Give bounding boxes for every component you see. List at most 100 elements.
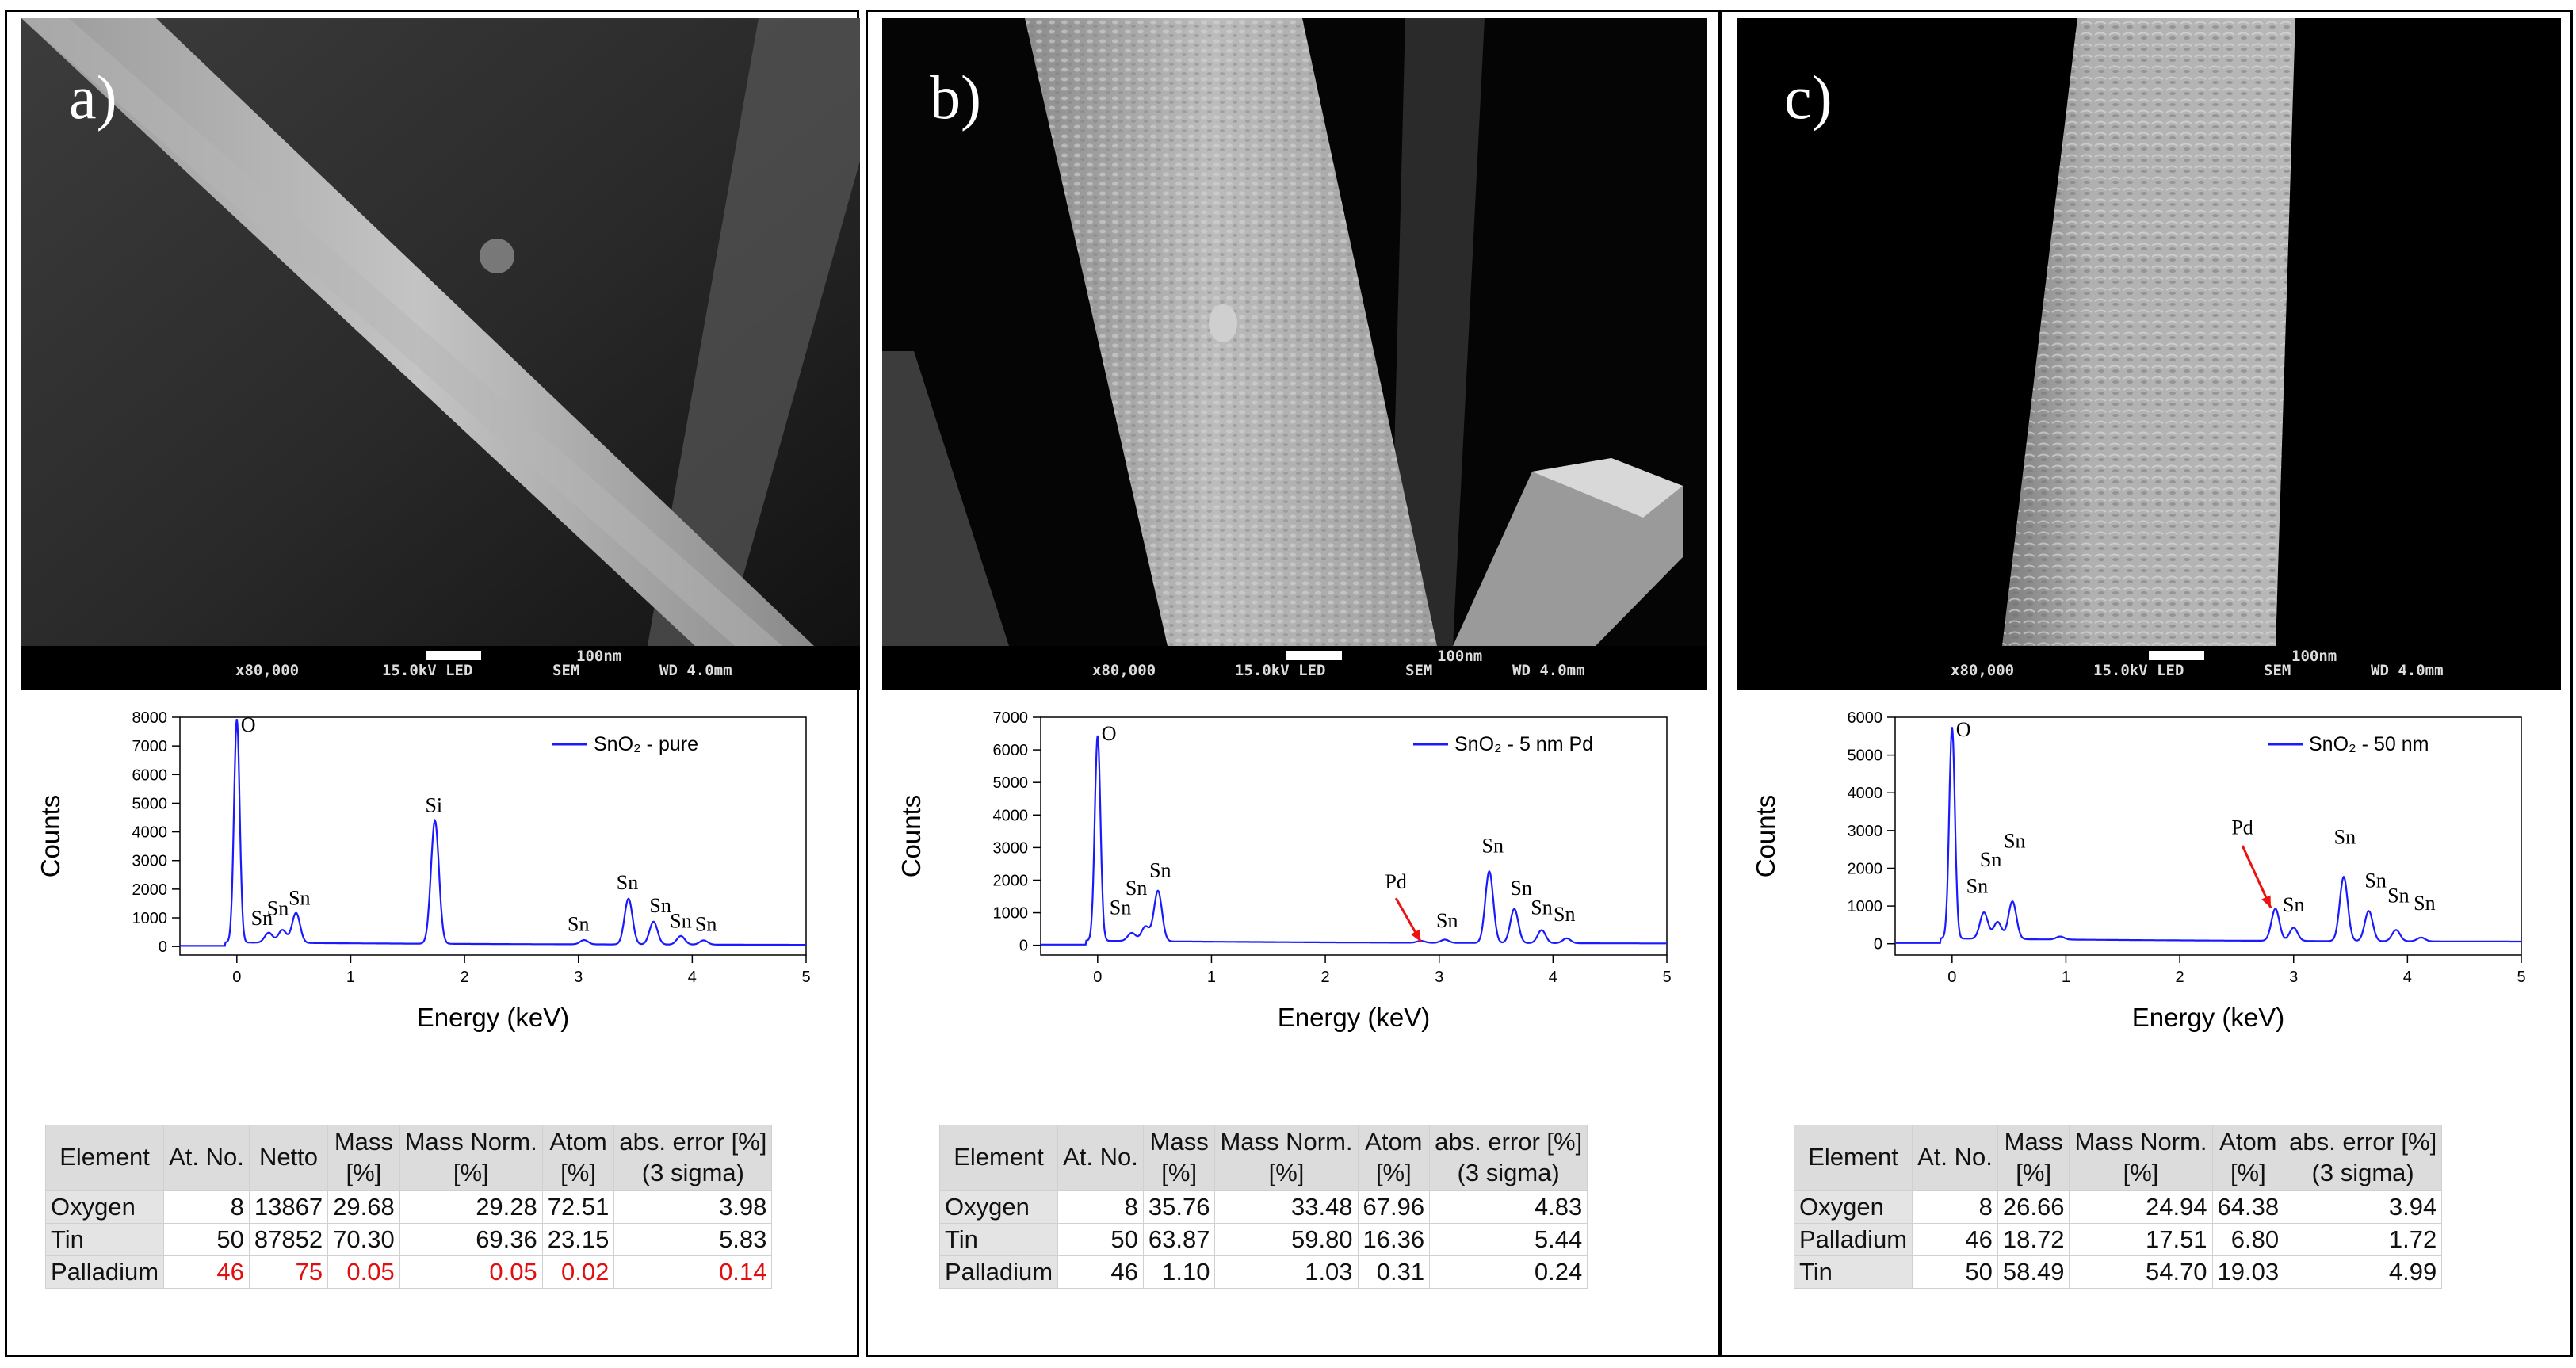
y-tick-label: 6000 (993, 742, 1029, 759)
table-row: Oxygen 8 26.66 24.94 64.38 3.94 (1793, 1190, 2443, 1224)
x-tick-label: 5 (2517, 969, 2525, 986)
plot-frame (1894, 716, 2522, 956)
mode: SEM (2264, 662, 2291, 679)
x-tick-label: 0 (1093, 969, 1102, 986)
axes: 0 1 2 3 4 5 0 1000 2000 3000 4000 5000 6000 Energy (k… (1751, 709, 2526, 1032)
mode: SEM (552, 662, 580, 679)
y-tick-label: 2000 (1848, 860, 1883, 877)
magnification: x80,000 (1951, 662, 2015, 679)
pd-arrow-head (1411, 929, 1421, 942)
column-header: Mass Norm. [%] (2069, 1125, 2213, 1191)
peak-label: Sn (1436, 909, 1458, 932)
panel-c: c) 100nm x80,000 15.0kV LED SEM WD 4.0mm… (1720, 10, 2573, 1357)
sem-image-c: c) 100nm x80,000 15.0kV LED SEM WD 4.0mm (1737, 18, 2561, 690)
y-tick-label: 5000 (993, 774, 1029, 792)
y-tick-label: 2000 (993, 872, 1029, 889)
legend: SnO₂ - pure (552, 733, 698, 755)
peak-label: Sn (1554, 903, 1575, 926)
y-axis-label: Counts (36, 795, 65, 878)
element-cell: Oxygen (44, 1190, 165, 1224)
sem-info-bar: 100nm x80,000 15.0kV LED SEM WD 4.0mm (21, 646, 860, 690)
peak-label: Sn (289, 887, 310, 910)
x-tick-label: 2 (461, 969, 469, 986)
value-cell: 35.76 (1142, 1190, 1216, 1224)
panel-label: b) (930, 63, 981, 132)
element-cell: Oxygen (1793, 1190, 1913, 1224)
y-tick-label: 6000 (1848, 709, 1883, 727)
x-tick-label: 0 (1947, 969, 1956, 986)
y-axis-label: Counts (896, 795, 926, 878)
peak-label: Si (425, 793, 442, 816)
value-cell: 17.51 (2069, 1222, 2213, 1256)
peak-label: Sn (1482, 835, 1504, 858)
y-tick-label: 7000 (993, 709, 1029, 727)
column-header: At. No. (1912, 1125, 1998, 1191)
value-cell: 18.72 (1997, 1222, 2070, 1256)
column-header: Element (44, 1125, 165, 1191)
value-cell: 24.94 (2069, 1190, 2213, 1224)
legend-label: SnO₂ - 5 nm Pd (1454, 733, 1593, 755)
table-row: Oxygen 8 35.76 33.48 67.96 4.83 (938, 1190, 1588, 1224)
table-row: Palladium 46 1.10 1.03 0.31 0.24 (938, 1255, 1588, 1289)
value-cell: 87852 (248, 1222, 329, 1256)
pd-arrow-head (2261, 895, 2271, 908)
peak-label: Sn (1149, 858, 1171, 881)
peak-label: Sn (1110, 896, 1131, 919)
composition-table-c: Element At. No. Mass [%] Mass Norm. [%] Atom [%… (1793, 1125, 2443, 1289)
column-header: abs. error [%] (3 sigma) (2284, 1125, 2443, 1191)
value-cell: 3.98 (613, 1190, 773, 1224)
value-cell: 5.44 (1429, 1222, 1588, 1256)
column-header: abs. error [%] (3 sigma) (1429, 1125, 1588, 1191)
value-cell: 46 (1057, 1255, 1144, 1289)
peak-label: Sn (2004, 829, 2025, 852)
value-cell: 26.66 (1997, 1190, 2070, 1224)
value-cell: 5.83 (613, 1222, 773, 1256)
table-row: Tin 50 87852 70.30 69.36 23.15 5.83 (44, 1222, 773, 1256)
table-header-row: Element At. No. Netto Mass [%] Mass Norm. [%] A… (44, 1125, 773, 1191)
column-header: At. No. (1057, 1125, 1144, 1191)
value-cell: 70.30 (327, 1222, 400, 1256)
value-cell: 8 (163, 1190, 250, 1224)
element-cell: Palladium (44, 1255, 165, 1289)
x-axis-label: Energy (keV) (2132, 1003, 2285, 1032)
table-row: Oxygen 8 13867 29.68 29.28 72.51 3.98 (44, 1190, 773, 1224)
column-header: Mass [%] (327, 1125, 400, 1191)
scale-label: 100nm (2291, 648, 2337, 665)
x-tick-label: 3 (574, 969, 583, 986)
element-cell: Tin (44, 1222, 165, 1256)
scale-bar (426, 651, 481, 660)
axes: 0 1 2 3 4 5 0 1000 2000 3000 4000 5000 6000 7000 8000 E… (36, 709, 811, 1032)
y-tick-label: 7000 (132, 738, 168, 755)
value-cell: 69.36 (399, 1222, 543, 1256)
y-axis-label: Counts (1751, 795, 1780, 878)
value-cell: 64.38 (2211, 1190, 2285, 1224)
value-cell: 50 (1057, 1222, 1144, 1256)
value-cell: 50 (1912, 1255, 1998, 1289)
value-cell: 59.80 (1214, 1222, 1359, 1256)
y-tick-label: 8000 (132, 709, 168, 727)
column-header: Mass Norm. [%] (1214, 1125, 1359, 1191)
panel-b: b) 100nm x80,000 15.0kV LED SEM WD 4.0mm… (866, 10, 1720, 1357)
value-cell: 1.03 (1214, 1255, 1359, 1289)
working-distance: WD 4.0mm (659, 662, 732, 679)
legend: SnO₂ - 50 nm (2268, 733, 2429, 755)
legend: SnO₂ - 5 nm Pd (1413, 733, 1593, 755)
column-header: Mass [%] (1142, 1125, 1216, 1191)
value-cell: 4.99 (2284, 1255, 2443, 1289)
x-tick-label: 0 (232, 969, 241, 986)
y-tick-label: 0 (1874, 936, 1882, 953)
x-axis-label: Energy (keV) (417, 1003, 570, 1032)
x-tick-label: 5 (1662, 969, 1671, 986)
magnification: x80,000 (1092, 662, 1156, 679)
value-cell: 23.15 (541, 1222, 615, 1256)
peak-label: Pd (1385, 870, 1406, 893)
spectrum-line (1041, 735, 1667, 946)
value-cell: 67.96 (1357, 1190, 1431, 1224)
y-tick-label: 5000 (132, 795, 168, 812)
value-cell: 6.80 (2211, 1222, 2285, 1256)
panel-a: a) 100nm x80,000 15.0kV LED SEM WD 4.0mm… (5, 10, 860, 1357)
value-cell: 75 (248, 1255, 329, 1289)
value-cell: 13867 (248, 1190, 329, 1224)
column-header: Atom [%] (541, 1125, 615, 1191)
peak-label: Sn (251, 907, 273, 930)
